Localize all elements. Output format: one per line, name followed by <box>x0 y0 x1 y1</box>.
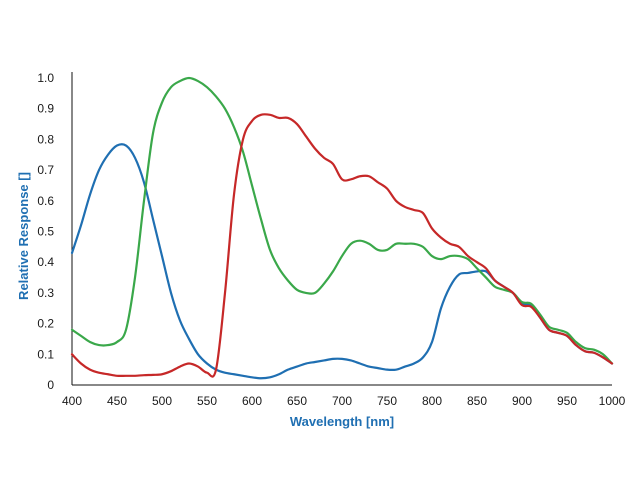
x-tick-label: 750 <box>377 394 397 408</box>
y-tick-labels: 0 0.1 0.2 0.3 0.4 0.5 0.6 0.7 0.8 0.9 1.0 <box>37 71 54 392</box>
axes <box>71 72 612 386</box>
y-axis-title: Relative Response [] <box>16 172 31 300</box>
x-tick-label: 700 <box>332 394 352 408</box>
y-tick-label: 0.2 <box>37 317 54 331</box>
y-tick-label: 0.6 <box>37 194 54 208</box>
x-tick-label: 950 <box>557 394 577 408</box>
y-tick-label: 0.9 <box>37 102 54 116</box>
x-axis-title: Wavelength [nm] <box>290 414 394 429</box>
y-tick-label: 0.3 <box>37 286 54 300</box>
x-tick-label: 600 <box>242 394 262 408</box>
x-tick-label: 800 <box>422 394 442 408</box>
x-tick-label: 400 <box>62 394 82 408</box>
x-tick-label: 500 <box>152 394 172 408</box>
x-tick-label: 1000 <box>599 394 626 408</box>
x-tick-label: 450 <box>107 394 127 408</box>
y-tick-label: 0 <box>47 378 54 392</box>
y-tick-label: 0.4 <box>37 255 54 269</box>
series-line-red <box>70 113 614 378</box>
x-tick-label: 650 <box>287 394 307 408</box>
x-tick-label: 850 <box>467 394 487 408</box>
x-tick-label: 900 <box>512 394 532 408</box>
y-tick-label: 0.8 <box>37 132 54 146</box>
y-tick-label: 0.5 <box>37 225 54 239</box>
x-tick-labels: 400 450 500 550 600 650 700 750 800 850 900 950 1000 <box>62 394 626 408</box>
y-tick-label: 0.1 <box>37 347 54 361</box>
series-line-green <box>70 76 614 365</box>
y-tick-label: 0.7 <box>37 163 54 177</box>
series-line-blue <box>70 143 614 380</box>
series-layer <box>70 76 614 380</box>
x-tick-label: 550 <box>197 394 217 408</box>
y-tick-label: 1.0 <box>37 71 54 85</box>
